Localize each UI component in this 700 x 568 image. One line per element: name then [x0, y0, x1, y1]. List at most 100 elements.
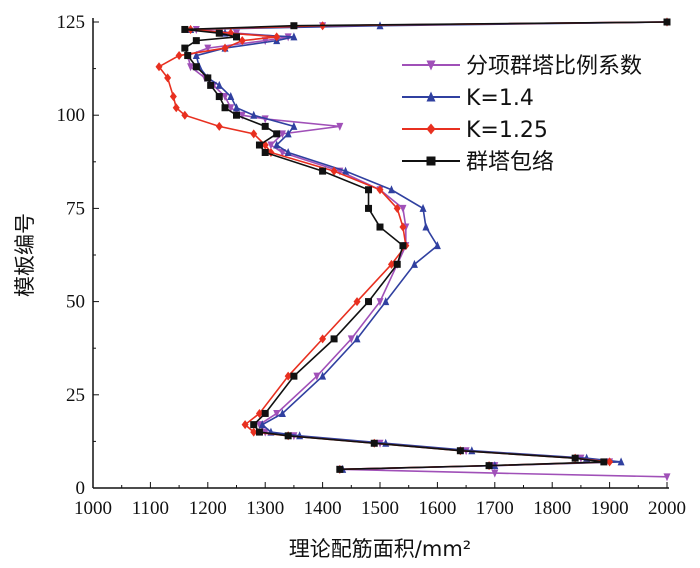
diamond-marker [393, 203, 401, 213]
triangle-up-marker [422, 222, 430, 231]
triangle-up-marker [258, 420, 266, 429]
triangle-down-marker [313, 372, 321, 381]
legend-label: K=1.25 [466, 118, 548, 143]
x-tick-label: 1300 [246, 498, 284, 519]
diamond-marker [606, 457, 614, 467]
triangle-down-marker [663, 473, 671, 482]
series-group [155, 17, 671, 482]
y-tick-label: 25 [66, 385, 85, 406]
square-marker [233, 33, 240, 41]
diamond-marker [250, 427, 258, 437]
series-line [190, 21, 668, 471]
square-marker [365, 298, 373, 306]
triangle-down-marker [267, 141, 275, 150]
triangle-up-marker [342, 166, 350, 175]
square-marker [250, 421, 258, 429]
x-tick-label: 1900 [591, 498, 629, 519]
legend-label: K=1.4 [466, 86, 534, 111]
diamond-marker [387, 259, 395, 269]
triangle-up-marker [215, 80, 223, 89]
square-marker [290, 372, 298, 380]
x-tick-label: 2000 [648, 498, 686, 519]
x-tick-label: 1100 [132, 498, 169, 519]
y-tick-label: 125 [57, 12, 86, 33]
y-tick-label: 100 [57, 105, 86, 126]
square-marker [192, 63, 200, 71]
triangle-up-marker [382, 297, 390, 306]
series-line [157, 21, 668, 471]
square-marker [290, 22, 298, 30]
triangle-down-marker [399, 204, 407, 213]
triangle-up-marker [433, 241, 441, 250]
triangle-up-marker [290, 32, 298, 41]
diamond-marker [273, 32, 281, 42]
diamond-marker [284, 371, 292, 381]
triangle-down-marker [238, 111, 246, 120]
square-marker [485, 462, 493, 470]
triangle-up-marker [353, 334, 361, 343]
diamond-marker [221, 43, 229, 53]
series-0 [184, 18, 671, 482]
diamond-marker [164, 73, 172, 83]
x-tick-label: 1500 [361, 498, 399, 519]
triangle-up-marker [227, 92, 235, 101]
triangle-up-marker [250, 110, 258, 119]
legend-label: 群塔包络 [466, 150, 554, 175]
diamond-marker [238, 36, 246, 46]
diamond-marker [215, 121, 223, 131]
square-marker [184, 52, 192, 60]
square-marker [273, 130, 281, 138]
y-tick-label: 75 [66, 198, 85, 219]
square-marker [336, 465, 344, 473]
triangle-up-marker [387, 185, 395, 194]
square-marker [261, 122, 269, 130]
diamond-marker [175, 51, 183, 61]
diamond-marker [172, 103, 180, 113]
triangle-down-marker [426, 60, 436, 71]
triangle-up-marker [284, 147, 292, 156]
diamond-marker [426, 123, 436, 135]
legend-label: 分项群塔比例系数 [466, 54, 642, 79]
triangle-down-marker [187, 63, 195, 72]
triangle-down-marker [347, 335, 355, 344]
x-tick-label: 1700 [476, 498, 514, 519]
diamond-marker [319, 334, 327, 344]
triangle-down-marker [204, 44, 212, 53]
diamond-marker [241, 420, 249, 430]
triangle-up-marker [278, 408, 286, 417]
y-axis-label: 模板编号 [13, 213, 37, 297]
square-marker [261, 409, 269, 417]
triangle-down-marker [376, 298, 384, 307]
triangle-up-marker [410, 259, 418, 268]
triangle-down-marker [273, 409, 281, 418]
triangle-up-marker [284, 129, 292, 138]
square-marker [663, 18, 671, 26]
square-marker [365, 186, 373, 194]
diamond-marker [255, 408, 263, 418]
square-marker [255, 141, 263, 149]
legend: 分项群塔比例系数 K=1.4 K=1.25 群塔包络 [402, 54, 642, 175]
triangle-down-marker [491, 469, 499, 478]
square-marker [233, 111, 240, 119]
square-marker [207, 81, 215, 89]
series-1 [187, 17, 671, 473]
axes: 1000 1100 1200 1300 1400 1500 1600 1700 1800 1900… [57, 12, 687, 519]
square-marker [319, 167, 327, 175]
triangle-up-marker [426, 91, 436, 102]
diamond-marker [353, 297, 361, 307]
diamond-marker [399, 222, 407, 232]
square-marker [181, 44, 189, 52]
series-line [183, 21, 668, 471]
square-marker [426, 156, 436, 166]
triangle-down-marker [227, 104, 235, 113]
square-marker [600, 458, 608, 466]
square-marker [221, 104, 229, 112]
x-tick-label: 1000 [74, 498, 112, 519]
diamond-marker [169, 92, 177, 102]
triangle-up-marker [233, 103, 240, 112]
diamond-marker [376, 185, 384, 195]
square-marker [204, 74, 212, 82]
triangle-up-marker [319, 371, 327, 380]
